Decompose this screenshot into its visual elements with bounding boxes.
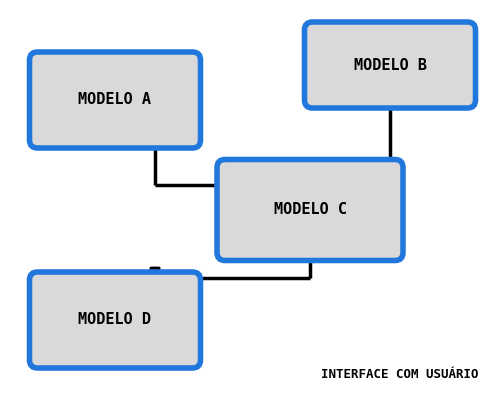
Text: MODELO A: MODELO A (78, 92, 152, 108)
Text: MODELO C: MODELO C (274, 202, 346, 218)
FancyBboxPatch shape (30, 272, 200, 368)
Text: MODELO B: MODELO B (354, 58, 426, 72)
FancyBboxPatch shape (30, 52, 200, 148)
FancyBboxPatch shape (304, 22, 476, 108)
Text: MODELO D: MODELO D (78, 312, 152, 328)
Text: INTERFACE COM USUÁRIO: INTERFACE COM USUÁRIO (321, 368, 479, 382)
FancyBboxPatch shape (217, 160, 403, 260)
